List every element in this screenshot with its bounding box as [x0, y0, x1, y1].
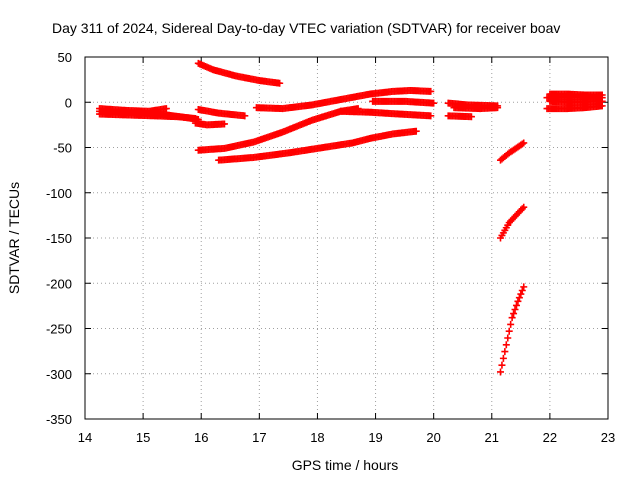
y-tick-label: 0	[65, 95, 72, 110]
data-point	[502, 341, 510, 349]
series-16	[496, 203, 528, 242]
series-10	[337, 107, 435, 120]
data-point	[467, 113, 475, 121]
y-tick-label: -100	[46, 186, 72, 201]
series-2	[96, 105, 170, 115]
x-tick-label: 19	[368, 430, 382, 445]
y-tick-label: -150	[46, 231, 72, 246]
data-point	[520, 139, 528, 147]
x-axis-label: GPS time / hours	[292, 457, 399, 473]
data-point	[498, 361, 506, 369]
series-7	[194, 105, 362, 154]
data-point	[508, 314, 516, 322]
x-tick-label: 23	[601, 430, 615, 445]
y-tick-label: -300	[46, 367, 72, 382]
data-point	[499, 354, 507, 362]
series-15	[496, 139, 528, 164]
x-tick-label: 18	[310, 430, 324, 445]
data-point	[517, 290, 525, 298]
series-3	[96, 110, 199, 123]
data-point	[518, 286, 526, 294]
data-point	[511, 305, 519, 313]
y-tick-label: -250	[46, 322, 72, 337]
data-point	[276, 79, 284, 87]
data-point	[505, 327, 513, 335]
data-point	[518, 140, 526, 148]
series-4	[191, 119, 228, 129]
series-20	[546, 90, 606, 99]
y-tick-label: 50	[58, 50, 72, 65]
data-point	[507, 320, 515, 328]
data-point	[504, 334, 512, 342]
data-point	[501, 348, 509, 356]
data-point	[520, 283, 528, 291]
axis-ticks: 14 15 16 17 18 19 20 21 22 23 50 0 -50 -100 -150 -200 -2…	[46, 50, 615, 445]
data-point	[162, 105, 170, 113]
data-point	[512, 301, 520, 309]
data-point	[514, 297, 522, 305]
data-point	[510, 310, 518, 318]
x-tick-label: 22	[543, 430, 557, 445]
series-13	[444, 112, 475, 121]
data-point	[430, 99, 438, 107]
data-point	[598, 91, 606, 99]
data-point	[427, 112, 435, 120]
x-tick-label: 14	[78, 430, 92, 445]
plot-frame	[84, 56, 609, 420]
y-tick-label: -350	[46, 412, 72, 427]
x-tick-label: 21	[485, 430, 499, 445]
series-5	[194, 59, 284, 87]
series-21	[546, 97, 606, 106]
x-tick-label: 17	[252, 430, 266, 445]
series-14	[450, 104, 502, 113]
data-markers	[96, 59, 606, 376]
data-point	[241, 112, 249, 120]
series-11	[369, 97, 438, 107]
y-axis-label: SDTVAR / TECUs	[6, 182, 22, 294]
series-8	[215, 127, 420, 164]
series-9	[252, 86, 435, 113]
data-point	[412, 127, 420, 135]
chart-title: Day 311 of 2024, Sidereal Day-to-day VTE…	[52, 20, 560, 36]
x-tick-label: 20	[426, 430, 440, 445]
data-point	[598, 97, 606, 105]
y-tick-label: -200	[46, 276, 72, 291]
data-point	[494, 104, 502, 112]
data-point	[220, 120, 228, 128]
series-17	[496, 283, 528, 376]
data-point	[427, 87, 435, 95]
x-tick-label: 16	[194, 430, 208, 445]
x-tick-label: 15	[136, 430, 150, 445]
series-6	[194, 105, 249, 120]
y-tick-label: -50	[53, 141, 72, 156]
data-point	[496, 368, 504, 376]
data-point	[520, 203, 528, 211]
data-point	[515, 294, 523, 302]
